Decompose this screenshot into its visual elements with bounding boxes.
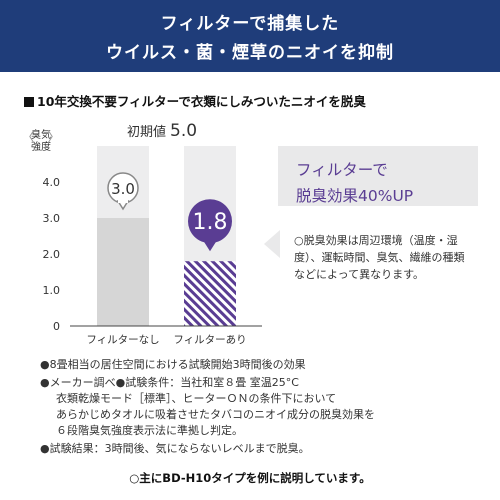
footnote-1: ●8畳相当の居住空間における試験開始3時間後の効果 [40, 358, 306, 371]
footnote-5: ６段階臭気強度表示法に準拠し判定。 [56, 424, 243, 437]
x-category-label: フィルターなし [86, 334, 159, 346]
deodorizing-callout: フィルターで 脱臭効果40%UP [278, 146, 478, 206]
value-label-1: 3.0 [111, 180, 135, 198]
initial-value-caption: 初期値 [127, 125, 167, 140]
footnote-4: あらかじめタオルに吸着させたタバコのニオイ成分の脱臭効果を [56, 408, 375, 421]
x-category-label: フィルターあり [173, 334, 246, 346]
footnote-3: 衣類乾燥モード［標準］、ヒーターＯＮの条件下において [56, 392, 337, 405]
square-bullet-icon [24, 97, 34, 107]
header-banner: フィルターで捕集した ウイルス・菌・煙草のニオイを抑制 [0, 0, 500, 72]
value-bubble-1-mask [118, 198, 128, 203]
initial-value-number: 5.0 [170, 121, 198, 141]
bracket-left-icon: 〈 [21, 130, 35, 146]
callout-line1: フィルターで [296, 161, 388, 179]
header-title-line2: ウイルス・菌・煙草のニオイを抑制 [106, 43, 394, 63]
subheading-text: 10年交換不要フィルターで衣類にしみついたニオイを脱臭 [37, 94, 366, 109]
value-bubble-2 [188, 199, 232, 244]
bar-2 [184, 261, 236, 326]
callout-pointer [264, 230, 280, 258]
subheading: 10年交換不要フィルターで衣類にしみついたニオイを脱臭 [24, 91, 366, 110]
bottom-note: ○主にBD-H10タイプを例に説明しています。 [129, 471, 371, 485]
y-tick-label: 3.0 [43, 212, 61, 225]
y-tick-label: 2.0 [43, 248, 61, 261]
header-title-line1: フィルターで捕集した [160, 14, 340, 34]
bar-1 [97, 218, 149, 326]
callout-note: ○脱臭効果は周辺環境（温度・湿度）、運転時間、臭気、繊維の種類などによって異なり… [294, 234, 465, 281]
y-axis-label: 〈 臭気 強度 〉 [21, 130, 61, 154]
value-label-2: 1.8 [193, 210, 228, 235]
y-tick-label: 1.0 [43, 284, 61, 297]
value-bubble-2-pointer [203, 240, 217, 252]
callout-line2: 脱臭効果40%UP [296, 187, 414, 205]
footnote-2: ●メーカー調べ●試験条件：当社和室８畳 室温25°C [40, 376, 299, 389]
y-axis-label-line2: 強度 [31, 142, 51, 153]
initial-value-label: 初期値 5.0 [127, 121, 197, 141]
y-tick-label: 4.0 [43, 176, 61, 189]
bracket-right-icon: 〉 [47, 130, 61, 146]
y-tick-label: 0 [53, 320, 60, 333]
footnote-6: ●試験結果：3時間後、気にならないレベルまで脱臭。 [40, 442, 310, 455]
y-axis-label-line1: 臭気 [31, 130, 51, 141]
